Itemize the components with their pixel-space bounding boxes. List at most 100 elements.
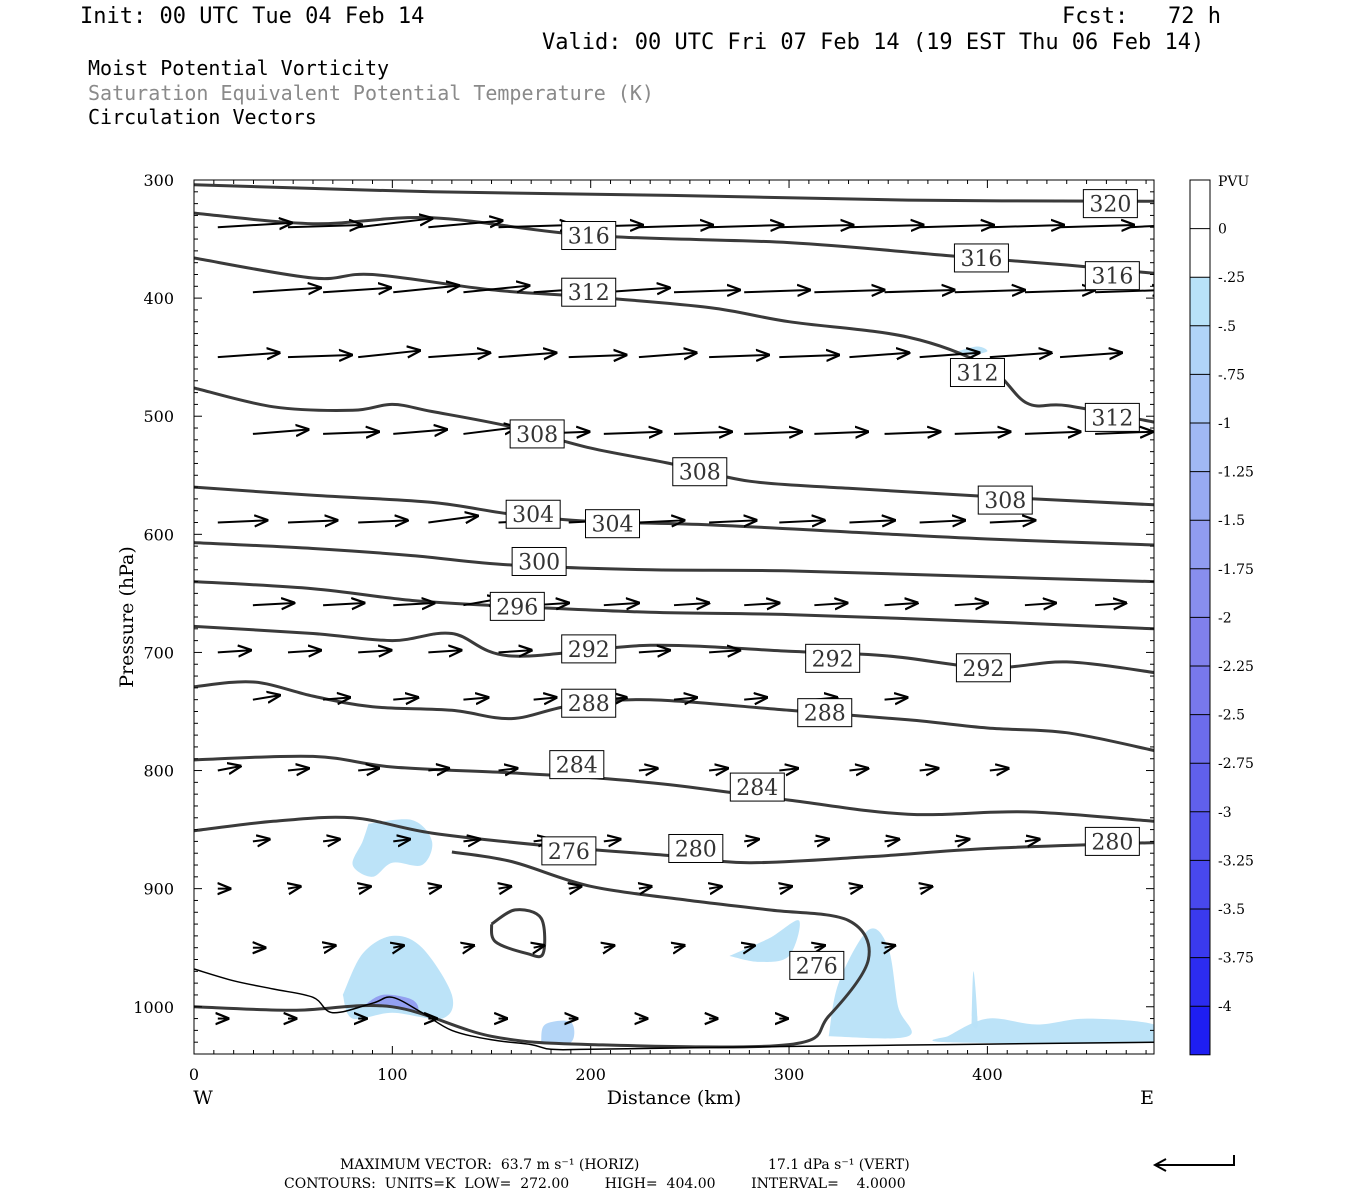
contour-label-text: 276 <box>796 954 838 979</box>
colorbar-label: -3 <box>1218 805 1232 821</box>
colorbar-cell <box>1190 180 1210 229</box>
contour-288 <box>194 680 1154 752</box>
x-tick-label: 300 <box>774 1065 805 1084</box>
pv-region-4 <box>932 1018 1154 1044</box>
vector-arrow <box>217 520 267 522</box>
contour-label-text: 284 <box>556 754 598 779</box>
contour-label-box <box>585 509 641 539</box>
vector-arrow <box>323 946 335 948</box>
contour-label-box <box>805 643 861 673</box>
colorbar-label: -1 <box>1218 416 1232 432</box>
vector-arrow <box>919 353 979 357</box>
contour-label-312: 312 <box>561 277 617 307</box>
contour-label-text: 288 <box>804 702 846 727</box>
contour-label-box <box>797 698 853 728</box>
vector-arrow <box>428 221 502 228</box>
vector-arrow <box>744 839 758 841</box>
vector-arrow <box>1059 225 1134 227</box>
contour-label-288: 288 <box>561 688 617 718</box>
init-time: Init: 00 UTC Tue 04 Feb 14 <box>80 4 425 29</box>
pv-region-8 <box>541 1020 575 1044</box>
y-tick-label: 400 <box>143 289 174 308</box>
contour-308 <box>194 386 1154 507</box>
vector-arrow <box>639 886 651 888</box>
contour-label-text: 292 <box>568 638 610 663</box>
colorbar-label: -2.5 <box>1218 708 1245 724</box>
vector-arrow <box>393 697 418 699</box>
x-axis-label: Distance (km) <box>607 1087 742 1109</box>
contour-label-box <box>1084 261 1140 291</box>
theta-es-contours <box>194 183 1154 1049</box>
contour-label-box <box>549 750 605 780</box>
vector-arrow <box>393 946 403 948</box>
colorbar-label: -3.5 <box>1218 902 1245 918</box>
contour-label-box <box>789 950 845 980</box>
forecast-hour: Fcst: 72 h <box>1062 4 1221 29</box>
vector-arrow <box>638 768 657 770</box>
vector-arrow <box>954 603 988 605</box>
vector-arrow <box>498 768 517 770</box>
x-tick-label: 400 <box>972 1065 1003 1084</box>
contour-label-text: 312 <box>1091 406 1133 431</box>
endpoint-east: E <box>1140 1087 1154 1109</box>
vector-arrow <box>498 353 556 357</box>
contour-label-292: 292 <box>955 653 1011 683</box>
pv-region-2 <box>828 928 912 1039</box>
vector-arrow <box>1024 290 1095 292</box>
vector-arrow <box>849 225 923 227</box>
field-title-mpv: Moist Potential Vorticity <box>88 56 390 80</box>
contour-label-text: 316 <box>1091 265 1133 290</box>
contour-label-276: 276 <box>541 836 597 866</box>
terrain-surface <box>194 968 1154 1051</box>
colorbar-cell <box>1190 471 1210 521</box>
colorbar-label: -3.25 <box>1218 853 1254 869</box>
colorbar-cell <box>1190 277 1210 326</box>
field-title-theta-es: Saturation Equivalent Potential Temperat… <box>88 81 654 105</box>
contour-312 <box>194 256 1154 424</box>
vector-arrow <box>919 768 938 770</box>
colorbar-cell <box>1190 957 1210 1007</box>
vector-arrow <box>323 288 391 292</box>
vector-arrow <box>393 286 459 293</box>
y-axis-label: Pressure (hPa) <box>116 546 138 688</box>
contour-label-280: 280 <box>1084 826 1140 856</box>
colorbar-cell <box>1190 909 1210 958</box>
y-tick-label: 800 <box>143 762 174 781</box>
vector-arrow <box>252 839 269 841</box>
vector-arrow <box>358 520 407 522</box>
contour-label-text: 300 <box>518 550 560 575</box>
contour-label-box <box>729 772 785 802</box>
max-vector-horiz: MAXIMUM VECTOR: 63.7 m s⁻¹ (HORIZ) <box>340 1157 640 1173</box>
vector-arrow <box>954 839 969 841</box>
vector-arrow <box>604 946 614 948</box>
vector-arrow <box>287 768 309 770</box>
vector-arrow <box>358 768 379 770</box>
colorbar-cell <box>1190 374 1210 423</box>
colorbar-label: -3.75 <box>1218 951 1254 967</box>
colorbar-cell <box>1190 666 1210 715</box>
colorbar-cell <box>1190 763 1210 812</box>
contour-label-text: 304 <box>512 503 554 528</box>
vector-arrow <box>603 603 639 605</box>
vector-arrow <box>1059 353 1122 357</box>
contour-296 <box>194 580 1154 631</box>
contour-info: CONTOURS: UNITS=K LOW= 272.00 HIGH= 404.… <box>284 1176 906 1192</box>
colorbar-cell <box>1190 617 1210 666</box>
contour-label-text: 292 <box>812 647 854 672</box>
contour-label-box <box>977 485 1033 515</box>
vector-arrow <box>322 839 339 841</box>
colorbar-label: -.75 <box>1218 367 1245 383</box>
max-vector-arrow-icon <box>1152 1155 1235 1172</box>
colorbar-label: -2.75 <box>1218 756 1254 772</box>
colorbar-unit: PVU <box>1218 174 1250 190</box>
vector-arrow <box>709 520 756 522</box>
vector-arrow <box>814 839 828 841</box>
contour-label-text: 280 <box>1091 830 1133 855</box>
y-tick-label: 300 <box>143 171 174 190</box>
contour-label-296: 296 <box>489 591 545 621</box>
vector-arrow <box>638 650 670 652</box>
plot-frame <box>193 179 1155 1055</box>
contour-label-292: 292 <box>805 643 861 673</box>
contour-label-box <box>505 499 561 529</box>
vector-arrow <box>814 432 867 434</box>
